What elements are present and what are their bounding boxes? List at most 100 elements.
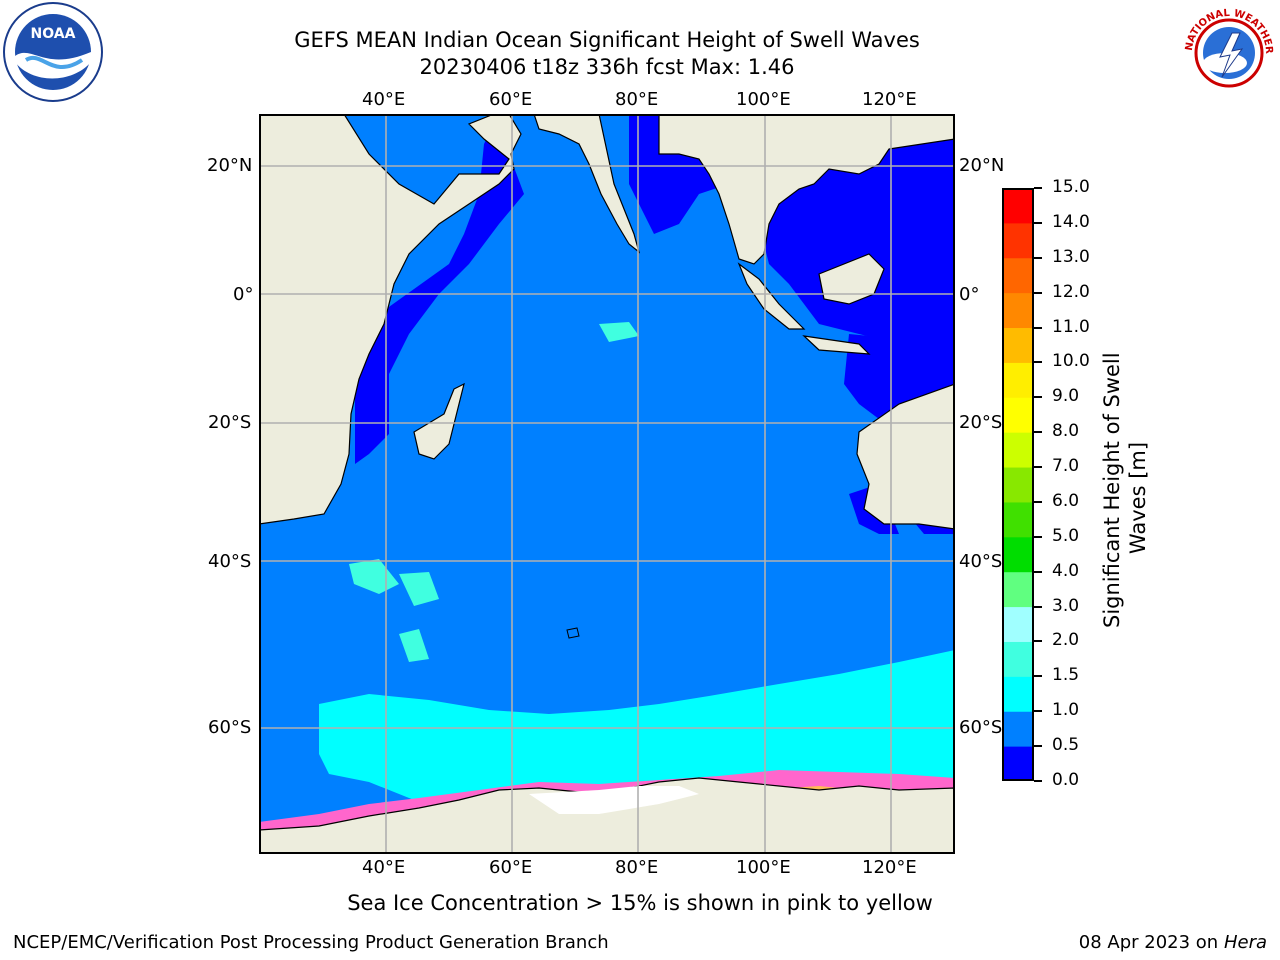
colorbar-tick-label: 0.0 (1052, 770, 1080, 790)
colorbar-tick-mark (1034, 396, 1042, 399)
lon-label-bottom-120e: 120°E (862, 857, 917, 878)
colorbar-tick-mark (1034, 500, 1042, 503)
colorbar-segment (1002, 571, 1034, 608)
colorbar-tick-mark (1034, 187, 1042, 189)
colorbar-segment (1002, 292, 1034, 329)
lat-label-right-60s: 60°S (959, 717, 1003, 738)
colorbar-tick-mark (1034, 570, 1042, 573)
colorbar-tick-label: 15.0 (1052, 177, 1090, 197)
colorbar-tick-mark (1034, 535, 1042, 538)
swell-patch-3 (399, 629, 429, 662)
colorbar-tick-label: 2.0 (1052, 630, 1080, 651)
map-frame (259, 114, 955, 854)
colorbar-tick-mark (1034, 256, 1042, 259)
land-antarctica (259, 777, 955, 854)
colorbar-ticks: 0.0 0.5 1.0 1.5 2.0 3.0 4.0 5.0 6.0 7.0 8.0 9.0 10.0… (1034, 0, 1110, 800)
colorbar-segment (1002, 362, 1034, 398)
footer-date: 08 Apr 2023 on Hera (1079, 932, 1267, 953)
lat-label-right-0: 0° (959, 284, 980, 305)
land-se-asia (658, 114, 955, 265)
land-sumatra (737, 262, 806, 330)
colorbar-title: Significant Height of Swell Waves [m] (1099, 352, 1151, 628)
colorbar-tick-mark (1034, 326, 1042, 329)
colorbar-tick-label: 3.0 (1052, 595, 1080, 616)
colorbar-tick-mark (1034, 745, 1042, 748)
footer-date-text: 08 Apr 2023 on (1078, 932, 1224, 953)
lat-label-right-20n: 20°N (959, 155, 1005, 176)
footer-credit: NCEP/EMC/Verification Post Processing Pr… (13, 932, 609, 953)
colorbar-tick-label: 1.0 (1052, 700, 1080, 721)
lat-label-left-20n: 20°N (207, 155, 253, 176)
lon-label-top-80e: 80°E (615, 89, 659, 110)
colorbar-tick-mark (1034, 640, 1042, 643)
colorbar-title-line1: Significant Height of Swell (1100, 352, 1124, 628)
colorbar-tick-mark (1034, 780, 1042, 782)
colorbar-tick-mark (1034, 605, 1042, 608)
sea-ice-note: Sea Ice Concentration > 15% is shown in … (347, 891, 933, 915)
nws-logo: NATIONAL WEATHER SERVICE (1176, 0, 1278, 101)
colorbar-segment (1002, 188, 1034, 224)
colorbar-segment (1002, 257, 1034, 294)
colorbar-tick-label: 13.0 (1052, 246, 1090, 267)
lon-label-bottom-80e: 80°E (615, 857, 659, 878)
colorbar-tick-label: 7.0 (1052, 456, 1080, 477)
colorbar-tick-label: 14.0 (1052, 211, 1090, 232)
colorbar-tick-mark (1034, 710, 1042, 713)
map-panel (259, 114, 955, 854)
lon-label-top-40e: 40°E (362, 89, 406, 110)
colorbar-tick-label: 9.0 (1052, 386, 1080, 407)
map-title: GEFS MEAN Indian Ocean Significant Heigh… (294, 28, 920, 52)
land-java (802, 335, 871, 355)
map-subtitle: 20230406 t18z 336h fcst Max: 1.46 (419, 55, 795, 79)
colorbar-segment (1002, 711, 1034, 747)
colorbar-segment (1002, 676, 1034, 712)
lat-label-left-0: 0° (233, 284, 254, 305)
colorbar-tick-mark (1034, 466, 1042, 469)
colorbar-segment (1002, 222, 1034, 259)
colorbar-tick-label: 4.0 (1052, 560, 1080, 581)
lon-label-top-60e: 60°E (489, 89, 533, 110)
lon-label-top-120e: 120°E (862, 89, 917, 110)
colorbar-segment (1002, 536, 1034, 573)
noaa-logo-text: NOAA (31, 26, 76, 42)
colorbar-title-line2: Waves [m] (1126, 441, 1150, 555)
swell-band-southern-ocean (319, 650, 955, 808)
colorbar-tick-label: 5.0 (1052, 525, 1080, 546)
colorbar-segment (1002, 327, 1034, 363)
lat-label-right-20s: 20°S (959, 412, 1003, 433)
swell-low-arabian-sea (355, 114, 524, 464)
noaa-logo: NOAA (2, 2, 104, 102)
lon-label-bottom-60e: 60°E (489, 857, 533, 878)
land-australia (856, 383, 955, 530)
footer-host: Hera (1223, 932, 1267, 953)
swell-patch-2 (399, 572, 439, 606)
island-kerguelen (566, 627, 580, 639)
lat-label-left-40s: 40°S (208, 551, 252, 572)
colorbar-tick-mark (1034, 431, 1042, 434)
land-india (533, 114, 641, 254)
lon-label-top-100e: 100°E (736, 89, 791, 110)
colorbar-segment (1002, 641, 1034, 677)
colorbar-title-wrap: Significant Height of Swell Waves [m] (995, 352, 1255, 628)
ice-shelf-white (529, 786, 699, 814)
colorbar-tick-label: 1.5 (1052, 665, 1080, 686)
colorbar-segment (1002, 501, 1034, 538)
colorbar-tick-label: 10.0 (1052, 351, 1090, 372)
lat-label-right-40s: 40°S (959, 551, 1003, 572)
colorbar-segment (1002, 397, 1034, 433)
colorbar-segment (1002, 467, 1034, 503)
colorbar (1002, 188, 1034, 782)
colorbar-segment (1002, 746, 1034, 782)
colorbar-tick-label: 11.0 (1052, 316, 1090, 337)
colorbar-tick-label: 6.0 (1052, 490, 1080, 511)
land-africa-arabia (259, 114, 522, 525)
colorbar-segment (1002, 606, 1034, 642)
colorbar-tick-mark (1034, 221, 1042, 224)
colorbar-tick-label: 8.0 (1052, 421, 1080, 442)
colorbar-svg (1002, 188, 1034, 782)
lon-label-bottom-100e: 100°E (736, 857, 791, 878)
lat-label-left-60s: 60°S (208, 717, 252, 738)
colorbar-frame (1002, 188, 1034, 781)
graticule (259, 114, 955, 854)
map-svg (259, 114, 955, 854)
